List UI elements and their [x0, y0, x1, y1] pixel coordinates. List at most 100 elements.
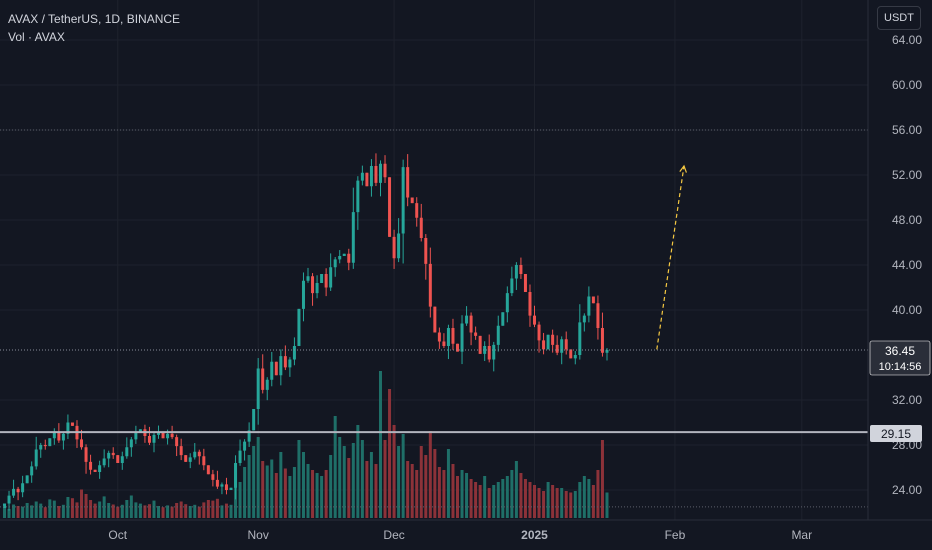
volume-bar	[347, 458, 351, 518]
volume-bar	[324, 470, 328, 518]
volume-bar	[514, 461, 518, 518]
volume-bar	[270, 459, 274, 518]
volume-bar	[111, 504, 115, 518]
price-tick-label: 24.00	[892, 483, 922, 497]
volume-bar	[120, 504, 124, 518]
candle-body	[224, 484, 228, 490]
candle-body	[478, 335, 482, 354]
volume-bar	[247, 455, 251, 518]
candle-body	[215, 479, 219, 487]
volume-bar	[21, 506, 25, 518]
projection-arrow[interactable]	[656, 164, 687, 350]
candle-body	[428, 263, 432, 307]
volume-bar	[138, 503, 142, 518]
volume-bar	[193, 504, 197, 518]
candle-body	[555, 344, 559, 353]
volume-bar	[197, 506, 201, 518]
volume-bar	[551, 485, 555, 518]
candle-body	[279, 356, 283, 376]
volume-bar	[143, 505, 147, 518]
volume-bar	[288, 476, 292, 518]
volume-bar	[107, 503, 111, 518]
candle-body	[496, 325, 500, 345]
symbol-title[interactable]: AVAX / TetherUS, 1D, BINANCE	[8, 12, 181, 26]
candle-body	[70, 422, 74, 426]
time-tick-label: Dec	[383, 528, 404, 542]
time-tick-label: Feb	[665, 528, 686, 542]
volume-bar	[401, 434, 405, 518]
candle-body	[288, 359, 292, 368]
volume-bar	[546, 482, 550, 518]
candle-body	[179, 446, 183, 456]
volume-bar	[351, 443, 355, 518]
volume-bar	[537, 488, 541, 518]
candle-body	[433, 306, 437, 333]
volume-bar	[125, 500, 129, 518]
candle-body	[202, 456, 206, 466]
candle-body	[514, 265, 518, 279]
volume-bar	[388, 389, 392, 518]
volume-bar	[320, 476, 324, 518]
volume-bar	[34, 501, 38, 518]
volume-bar	[587, 479, 591, 518]
volume-bar	[456, 476, 459, 518]
volume-bar	[179, 501, 183, 518]
volume-bar	[487, 488, 491, 518]
candle-body	[551, 334, 555, 345]
candle-body	[238, 450, 242, 463]
volume-bar	[501, 479, 505, 518]
candle-body	[505, 293, 509, 313]
candle-body	[573, 355, 577, 359]
candle-body	[25, 475, 29, 484]
price-tick-label: 52.00	[892, 168, 922, 182]
volume-bar	[365, 461, 369, 518]
last-price-value: 36.45	[885, 344, 915, 358]
candle-body	[193, 451, 197, 458]
candle-body	[383, 163, 387, 178]
volume-bar	[261, 461, 265, 518]
candle-body	[116, 455, 120, 463]
candle-body	[342, 253, 346, 256]
price-tick-label: 48.00	[892, 213, 922, 227]
price-tick-label: 44.00	[892, 258, 922, 272]
projection-arrowhead	[679, 164, 687, 173]
candle-body	[247, 430, 251, 442]
volume-bar	[52, 500, 56, 518]
volume-bar	[211, 500, 215, 518]
volume-bar	[542, 491, 546, 518]
time-axis[interactable]	[0, 520, 932, 550]
candle-body	[569, 349, 573, 359]
volume-bar	[383, 440, 387, 518]
volume-bar	[469, 479, 473, 518]
candle-body	[301, 280, 305, 309]
volume-bar	[30, 505, 34, 518]
volume-bar	[283, 468, 287, 518]
candle-body	[43, 445, 47, 447]
volume-bar	[329, 455, 333, 518]
candle-body	[229, 487, 233, 490]
candle-body	[157, 431, 161, 435]
volume-bar	[238, 482, 242, 518]
candle-body	[338, 256, 342, 260]
projection-line	[656, 165, 685, 350]
volume-bar	[410, 464, 414, 518]
candle-body	[401, 167, 405, 234]
candle-body	[52, 432, 56, 439]
candle-body	[356, 180, 360, 213]
volume-bar	[274, 473, 278, 518]
price-tick-label: 32.00	[892, 393, 922, 407]
volume-bar	[70, 498, 74, 518]
volume-bar	[483, 476, 487, 518]
volume-bar	[605, 492, 609, 518]
currency-button[interactable]: USDT	[877, 6, 921, 30]
price-tick-label: 56.00	[892, 123, 922, 137]
volume-bar	[573, 491, 577, 518]
candle-body	[406, 167, 410, 198]
candle-body	[365, 172, 369, 187]
price-tick-label: 60.00	[892, 78, 922, 92]
candle-body	[234, 463, 238, 488]
volume-bar	[533, 485, 537, 518]
volume-indicator-title[interactable]: Vol · AVAX	[8, 30, 65, 44]
volume-bar	[591, 485, 595, 518]
